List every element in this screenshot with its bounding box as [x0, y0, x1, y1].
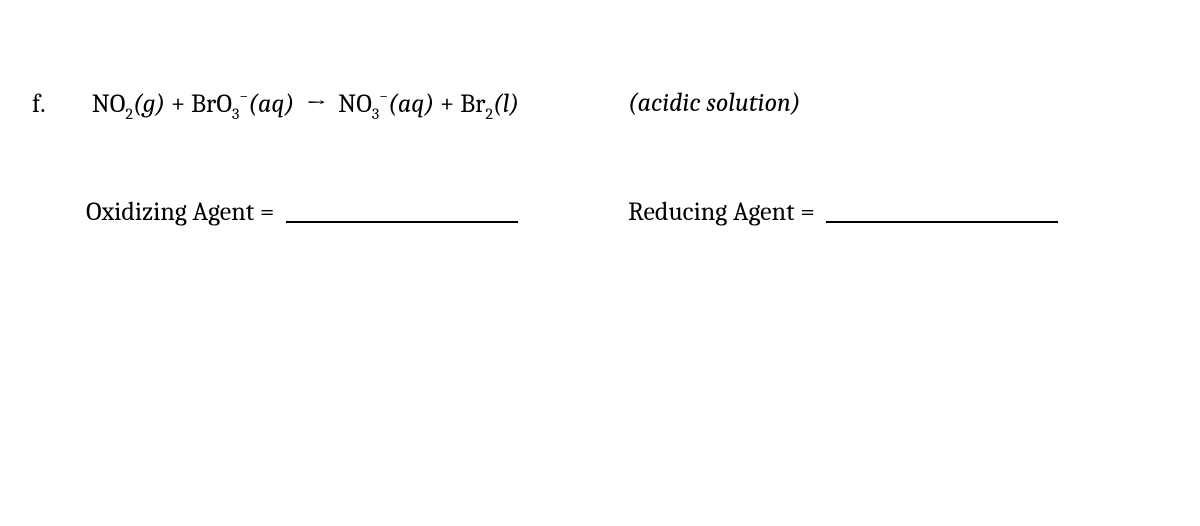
- worksheet-problem: f. NO2(g) + BrO3−(aq) → NO3−(aq) + Br2(l…: [0, 0, 1200, 526]
- reactant-2: BrO3−(aq): [191, 89, 294, 119]
- product-1: NO3−(aq): [338, 89, 434, 119]
- reactant-1: NO2(g): [92, 89, 165, 119]
- reducing-agent-blank[interactable]: [826, 195, 1058, 223]
- equation-line: f. NO2(g) + BrO3−(aq) → NO3−(aq) + Br2(l…: [32, 88, 519, 123]
- plus-1: +: [171, 89, 185, 119]
- problem-label: f.: [32, 89, 86, 119]
- reducing-agent-label: Reducing Agent =: [628, 197, 815, 227]
- oxidizing-agent-label: Oxidizing Agent =: [86, 197, 274, 227]
- oxidizing-agent-blank[interactable]: [286, 195, 518, 223]
- oxidizing-agent-group: Oxidizing Agent =: [86, 192, 518, 227]
- plus-2: +: [440, 89, 454, 119]
- reducing-agent-group: Reducing Agent =: [628, 192, 1058, 227]
- reaction-arrow: →: [300, 89, 332, 119]
- product-2: Br2(l): [460, 89, 519, 119]
- chemical-equation: NO2(g) + BrO3−(aq) → NO3−(aq) + Br2(l): [92, 88, 519, 123]
- solution-condition-note: (acidic solution): [628, 88, 801, 118]
